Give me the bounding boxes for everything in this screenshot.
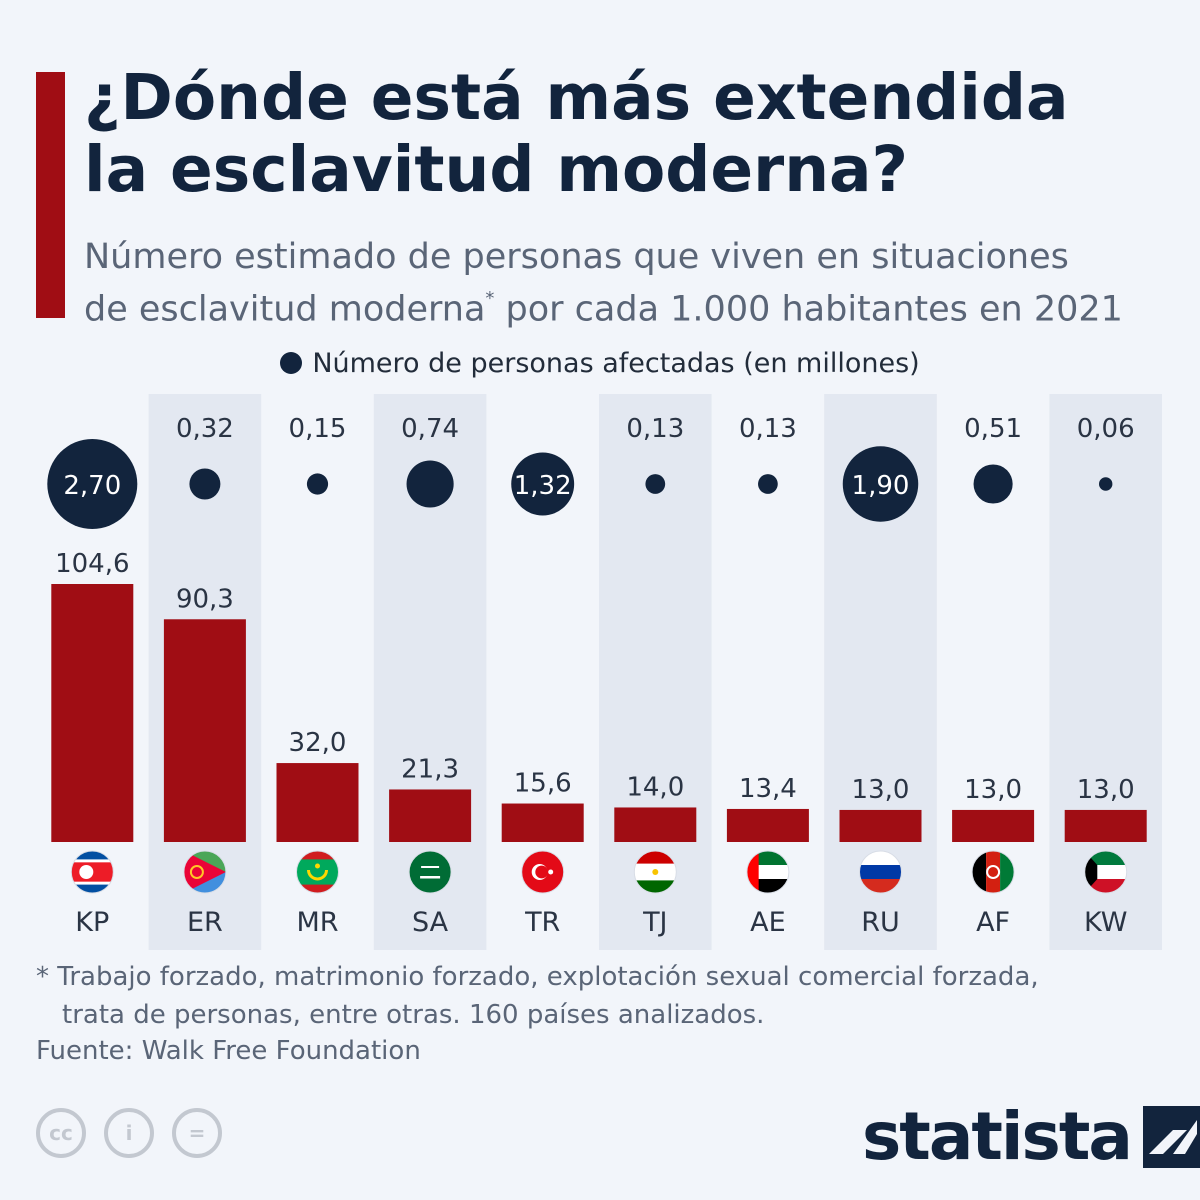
bar-ru[interactable] [839, 809, 922, 842]
bar-sa[interactable] [389, 789, 472, 842]
cc-icon[interactable]: cc [36, 1108, 86, 1158]
bar-er[interactable] [163, 619, 246, 842]
bar-tr[interactable] [501, 803, 584, 842]
country-label-af: AF [976, 907, 1010, 938]
bar-tj[interactable] [614, 807, 697, 842]
country-label-tr: TR [524, 907, 560, 938]
bubble-er [189, 468, 221, 500]
bar-ae[interactable] [726, 808, 809, 842]
chart-subtitle: Número estimado de personas que viven en… [84, 234, 1174, 333]
value-label-er: 90,3 [176, 584, 234, 614]
bubble-tj [645, 474, 666, 494]
mauritania-flag-icon [296, 850, 339, 894]
bubble-label-er: 0,32 [176, 414, 234, 444]
legend-dot-icon [280, 352, 303, 374]
value-label-ae: 13,4 [739, 774, 797, 804]
footnote: * Trabajo forzado, matrimonio forzado, e… [36, 958, 1176, 1034]
bar-chart: 2,70 104,6 KP 0,32 90,3 ER 0,15 32,0 MR 0,74 21,3 S… [47, 394, 1162, 950]
value-label-kp: 104,6 [55, 549, 129, 579]
country-label-mr: MR [296, 907, 338, 938]
bubble-label-kw: 0,06 [1077, 414, 1135, 444]
value-label-sa: 21,3 [401, 754, 459, 784]
bubble-sa [406, 460, 454, 508]
bubble-kp [47, 439, 138, 529]
subtitle-footnote-mark: * [485, 288, 495, 309]
bar-kw[interactable] [1064, 809, 1147, 842]
bubble-label-mr: 0,15 [289, 414, 347, 444]
turkey-flag-icon [521, 850, 565, 894]
eritrea-flag-icon [183, 850, 227, 894]
bar-mr[interactable] [276, 763, 359, 842]
kuwait-flag-icon [1084, 850, 1128, 894]
afghanistan-flag-icon [971, 850, 1015, 894]
country-label-kw: KW [1084, 907, 1127, 938]
title-line-1: ¿Dónde está más extendida [84, 61, 1069, 134]
saudi-arabia-flag-icon [408, 850, 452, 894]
value-label-af: 13,0 [964, 775, 1022, 805]
russia-flag-icon [859, 850, 902, 894]
license-icons: cc i = [36, 1108, 222, 1158]
subtitle-line-2b: por cada 1.000 habitantes en 2021 [494, 289, 1123, 330]
logo-text: statista [862, 1098, 1133, 1175]
bubble-label-ae: 0,13 [739, 414, 797, 444]
bar-kp[interactable] [51, 584, 134, 842]
bubble-label-kp: 2,70 [63, 471, 121, 501]
attribution-icon[interactable]: i [104, 1108, 154, 1158]
country-label-sa: SA [412, 907, 449, 938]
country-label-ae: AE [750, 907, 786, 938]
source-text: Fuente: Walk Free Foundation [36, 1036, 421, 1066]
bubble-label-tr: 1,32 [514, 471, 572, 501]
chart-title: ¿Dónde está más extendida la esclavitud … [84, 62, 1164, 206]
no-derivatives-icon[interactable]: = [172, 1108, 222, 1158]
country-label-ru: RU [861, 907, 900, 938]
subtitle-line-2a: de esclavitud moderna [84, 289, 486, 330]
bubble-label-sa: 0,74 [401, 414, 459, 444]
bubble-kw [1098, 477, 1113, 491]
value-label-tr: 15,6 [514, 769, 572, 799]
uae-flag-icon [746, 850, 790, 894]
legend-label: Número de personas afectadas (en millone… [312, 348, 920, 379]
bubble-ru [842, 446, 919, 522]
bubble-af [973, 464, 1013, 504]
bubble-label-af: 0,51 [964, 414, 1022, 444]
value-label-ru: 13,0 [852, 775, 910, 805]
title-line-2: la esclavitud moderna? [84, 133, 909, 206]
value-label-kw: 13,0 [1077, 775, 1135, 805]
footnote-line-1: * Trabajo forzado, matrimonio forzado, e… [36, 962, 1039, 992]
bubble-tr [511, 452, 575, 516]
bubble-label-ru: 1,90 [852, 471, 910, 501]
title-accent-bar [36, 72, 65, 318]
statista-logo[interactable]: statista [862, 1098, 1200, 1175]
country-label-er: ER [187, 907, 223, 938]
footnote-line-2: trata de personas, entre otras. 160 país… [62, 1000, 765, 1030]
country-label-tj: TJ [642, 907, 667, 938]
statista-logo-icon [1142, 1105, 1200, 1168]
bubble-label-tj: 0,13 [626, 414, 684, 444]
value-label-mr: 32,0 [289, 728, 347, 758]
bar-af[interactable] [952, 809, 1035, 842]
north-korea-flag-icon [70, 850, 114, 894]
value-label-tj: 14,0 [626, 772, 684, 802]
country-label-kp: KP [75, 907, 109, 938]
legend: Número de personas afectadas (en millone… [0, 348, 1200, 379]
bubble-ae [758, 474, 778, 494]
tajikistan-flag-icon [633, 850, 677, 894]
bubble-mr [306, 473, 329, 495]
subtitle-line-1: Número estimado de personas que viven en… [84, 237, 1069, 277]
